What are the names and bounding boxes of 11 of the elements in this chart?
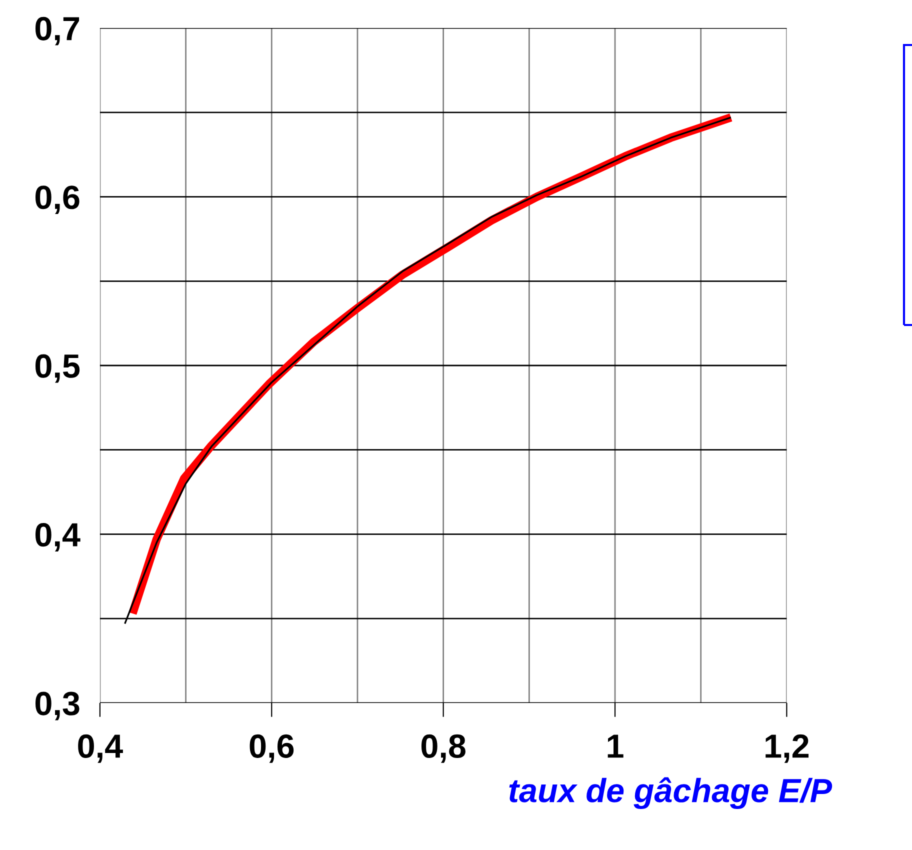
y-tick-label: 0,6 — [35, 186, 80, 214]
y-tick-label: 0,5 — [35, 354, 80, 383]
x-tick-label: 0,8 — [421, 734, 466, 763]
y-tick-label: 0,4 — [35, 523, 80, 552]
x-axis-title: taux de gâchage E/P — [509, 777, 832, 809]
y-tick-label: 0,3 — [35, 692, 80, 720]
x-tick-label: 0,4 — [78, 734, 123, 763]
x-tick-label: 0,6 — [250, 734, 294, 763]
x-tick-label: 1,2 — [766, 734, 809, 763]
y-tick-label: 0,7 — [35, 16, 80, 46]
x-tick-label: 1 — [608, 734, 624, 758]
